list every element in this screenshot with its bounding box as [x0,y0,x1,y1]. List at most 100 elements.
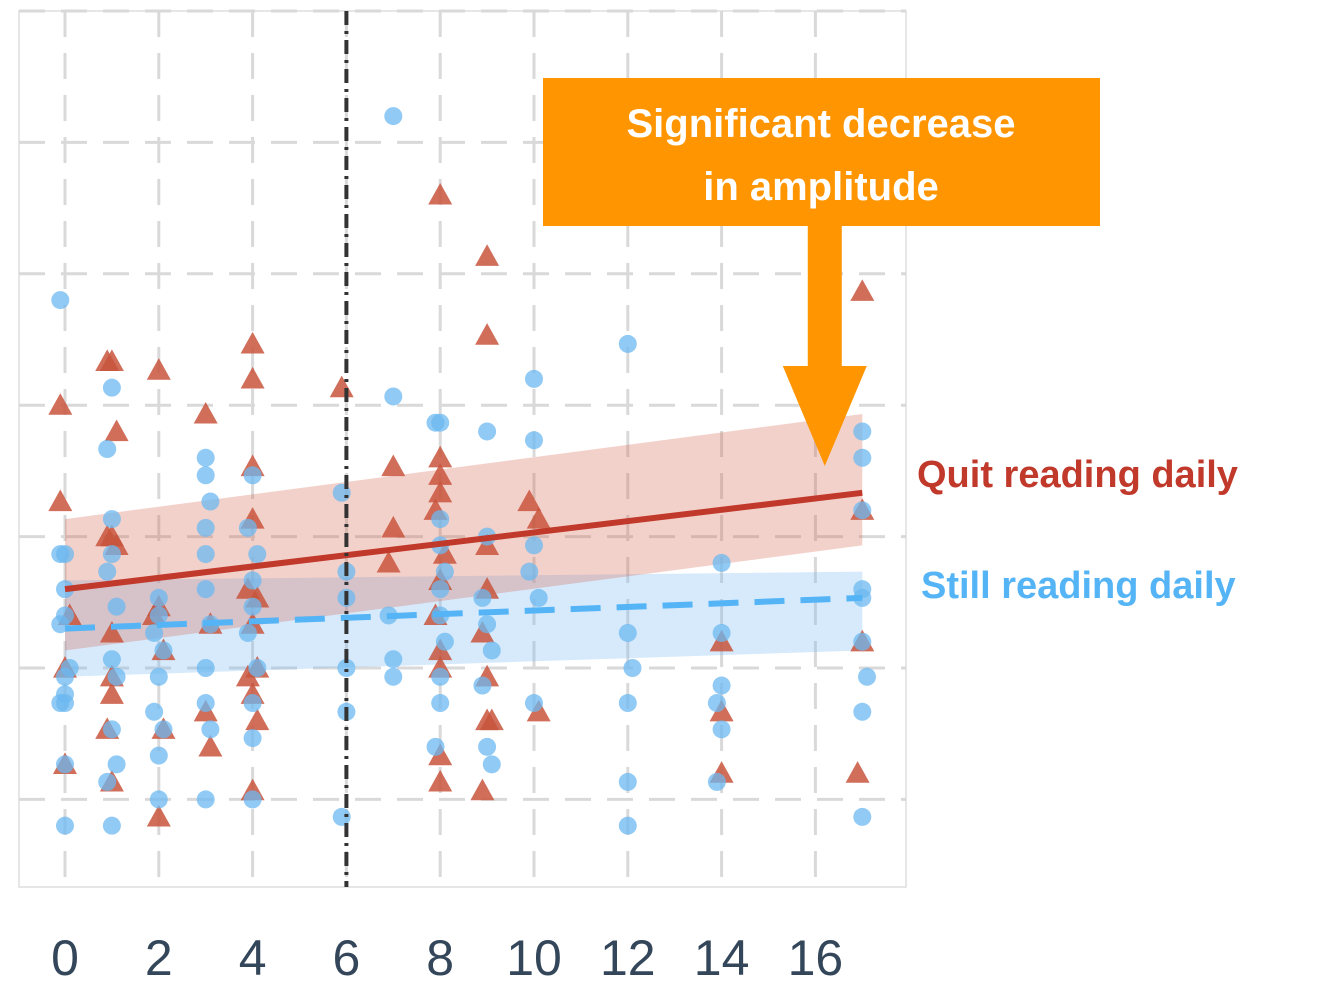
data-point-circle [238,623,257,642]
data-point-circle [473,588,492,607]
data-point-triangle [198,734,223,757]
data-point-triangle [235,664,260,687]
data-point-circle [431,580,450,599]
data-point-triangle [428,769,453,792]
data-point-circle [337,659,356,677]
data-point-triangle [146,358,171,380]
data-point-triangle [240,366,265,389]
callout-text-line2: in amplitude [703,165,939,209]
data-point-circle [525,694,543,713]
data-point-circle [431,694,450,713]
data-point-circle [707,694,726,713]
data-point-triangle [99,682,124,704]
data-point-triangle [475,244,500,266]
x-tick-label: 0 [51,930,79,981]
data-point-circle [196,518,215,537]
data-point-circle [201,492,220,511]
data-point-circle [102,720,121,739]
data-point-triangle [245,708,270,731]
data-point-circle [243,597,262,616]
data-point-triangle [99,620,124,643]
data-point-circle [712,553,731,572]
data-point-triangle [428,480,453,503]
data-point-circle [712,623,731,642]
data-point-circle [98,772,117,791]
data-point-circle [435,562,454,581]
data-point-triangle [104,419,129,442]
data-point-circle [618,334,637,353]
data-point-circle [857,667,876,686]
data-point-circle [98,562,117,581]
data-point-circle [482,641,501,660]
x-tick-label: 14 [694,930,750,981]
data-point-circle [623,659,642,677]
data-point-circle [853,448,872,467]
data-point-circle [243,571,262,590]
data-point-circle [384,650,403,669]
data-point-circle [384,107,403,126]
data-point-circle [426,413,445,432]
trend-lines [64,489,863,632]
data-point-circle [196,448,215,467]
data-point-circle [56,816,74,835]
data-point-circle [332,807,351,826]
data-point-circle [525,431,543,450]
data-point-triangle [526,507,551,529]
data-point-circle [525,369,543,388]
data-point-circle [435,632,454,651]
data-points [48,107,876,835]
data-point-triangle [470,778,495,801]
data-point-triangle [428,182,453,205]
data-point-circle [712,720,731,739]
trend-line-still [64,594,863,632]
data-point-circle [853,422,872,441]
data-point-circle [196,580,215,599]
data-point-triangle [479,708,504,731]
data-point-circle [426,737,445,756]
data-point-triangle [850,279,875,301]
data-point-circle [56,755,74,774]
data-point-circle [243,729,262,748]
data-point-circle [102,650,121,669]
x-tick-label: 8 [426,930,454,981]
data-point-triangle [95,349,120,371]
confidence-bands [65,413,863,677]
callout-box [543,78,1100,226]
data-point-circle [145,702,164,721]
data-point-circle [149,790,168,809]
data-point-circle [529,588,548,607]
data-point-circle [145,623,164,642]
data-point-triangle [376,550,401,573]
data-point-triangle [475,323,500,345]
data-point-circle [196,545,215,564]
data-point-triangle [381,454,406,477]
data-point-circle [149,606,168,625]
data-point-circle [51,694,70,713]
data-point-circle [102,510,121,529]
data-point-circle [243,694,262,713]
data-point-triangle [517,489,542,512]
data-point-triangle [428,445,453,468]
data-point-circle [56,545,74,564]
data-point-circle [201,720,220,739]
confidence-band-quit [65,413,863,651]
confidence-band-still [65,571,863,677]
data-point-circle [149,588,168,607]
data-point-circle [243,790,262,809]
x-tick-label: 10 [506,930,562,981]
data-point-circle [618,772,637,791]
data-point-triangle [146,804,171,827]
data-point-triangle [48,393,73,415]
data-point-circle [154,720,173,739]
data-point-circle [712,676,731,695]
data-point-triangle [193,401,218,424]
x-tick-label: 2 [145,930,173,981]
data-point-circle [107,597,126,616]
series-label-quit: Quit reading daily [917,454,1238,496]
data-point-circle [478,422,497,441]
x-tick-label: 12 [600,930,656,981]
data-point-circle [149,746,168,765]
data-point-circle [196,790,215,809]
x-tick-label: 16 [788,930,844,981]
